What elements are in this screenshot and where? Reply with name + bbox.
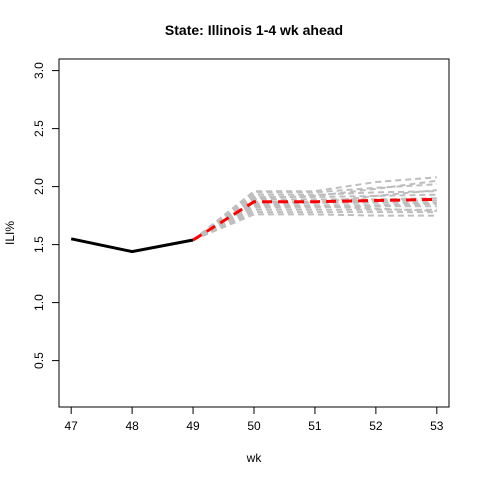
ensemble-path-4	[192, 205, 437, 241]
ensemble-path-14	[192, 205, 437, 241]
ensemble-path-2	[192, 211, 437, 241]
x-tick-label: 50	[247, 419, 261, 433]
ensemble-path-1	[192, 213, 437, 241]
y-tick-label: 2.0	[32, 178, 46, 195]
x-tick-label: 48	[125, 419, 139, 433]
x-tick-label: 52	[369, 419, 383, 433]
chart-title: State: Illinois 1-4 wk ahead	[165, 22, 343, 38]
y-axis: 0.5 1.0 1.5 2.0 2.5 3.0	[32, 62, 60, 369]
series-lines	[70, 197, 437, 254]
ensemble-path-5	[192, 203, 437, 241]
x-tick-label: 49	[186, 419, 200, 433]
y-tick-label: 1.5	[32, 236, 46, 253]
x-axis-label: wk	[246, 451, 263, 465]
x-tick-label: 53	[430, 419, 444, 433]
observed-line	[70, 237, 194, 254]
ensemble-path-9	[192, 193, 437, 241]
plot-frame	[58, 58, 450, 408]
y-tick-label: 3.0	[32, 62, 46, 79]
ensemble-path-15	[192, 179, 437, 241]
y-axis-label: ILI%	[3, 221, 17, 245]
x-axis: 47 48 49 50 51 52 53	[65, 406, 444, 433]
forecast-ensemble	[192, 176, 437, 241]
x-tick-label: 51	[308, 419, 322, 433]
ensemble-path-10	[192, 190, 437, 241]
y-tick-label: 1.0	[32, 294, 46, 311]
y-tick-label: 0.5	[32, 352, 46, 369]
ensemble-path-12	[192, 176, 437, 241]
median-forecast-line	[192, 197, 437, 242]
x-tick-label: 47	[65, 419, 79, 433]
y-tick-label: 2.5	[32, 120, 46, 137]
